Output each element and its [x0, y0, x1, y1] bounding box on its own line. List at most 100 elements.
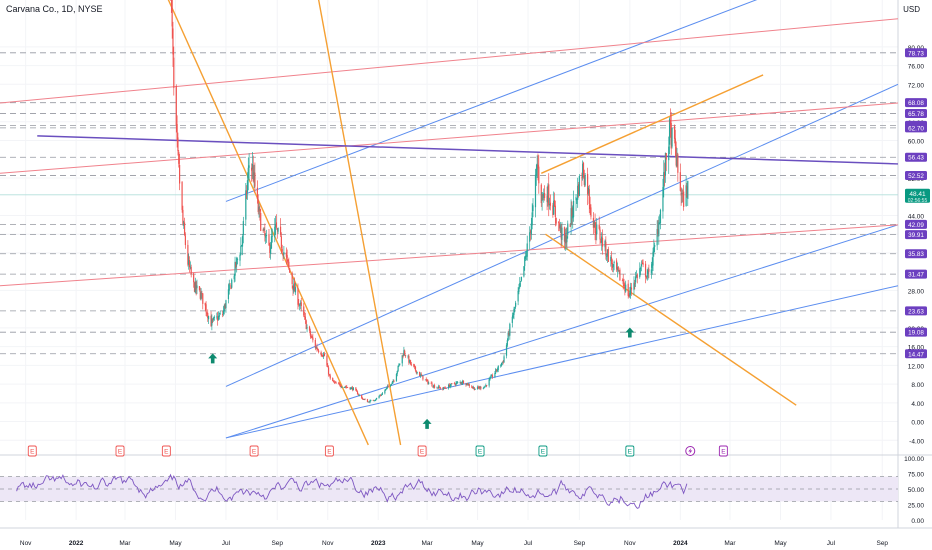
candle-body — [443, 387, 446, 389]
event-marker[interactable]: E — [27, 445, 37, 457]
candle-body — [592, 217, 595, 228]
event-marker[interactable]: E — [538, 445, 548, 457]
rsi-tick-label: 50.00 — [908, 487, 925, 494]
earnings-label: E — [252, 449, 257, 456]
candle-body — [327, 367, 330, 375]
time-axis[interactable]: Nov 2022 Mar May Jul Sep Nov 2023 Mar May Jul Sep No… — [20, 540, 889, 547]
level-badge — [905, 98, 927, 108]
candle-body — [634, 283, 636, 284]
candle-body — [241, 236, 244, 247]
candle-body — [653, 246, 655, 253]
event-marker[interactable]: E — [161, 445, 171, 457]
candle-body — [279, 226, 282, 235]
candle-body — [309, 330, 311, 336]
event-marker[interactable]: E — [718, 445, 728, 457]
candle-body — [291, 272, 293, 285]
candle-body — [459, 382, 461, 383]
candle-body — [503, 356, 505, 363]
event-marker[interactable]: E — [417, 445, 427, 457]
candle-body — [590, 207, 592, 217]
candle-body — [347, 387, 349, 388]
trend-line — [540, 74, 764, 174]
candle-body — [659, 223, 661, 225]
candle-body — [482, 387, 484, 389]
candle-body — [472, 387, 475, 389]
rsi-tick-label: 0.00 — [911, 518, 924, 525]
candle-body — [543, 193, 546, 198]
price-axis[interactable]: 80.0076.0072.0064.0060.0052.0044.0040.00… — [905, 45, 930, 445]
level-badge-label: 52.52 — [908, 173, 924, 180]
candle-body — [182, 209, 184, 224]
candle-body — [390, 384, 392, 387]
candle-body — [361, 397, 364, 400]
price-tick-label: 72.00 — [908, 82, 925, 89]
candle-body — [509, 323, 511, 336]
candle-body — [613, 261, 615, 263]
level-badge — [905, 269, 927, 279]
candle-body — [515, 302, 517, 307]
candle-body — [582, 163, 584, 178]
candle-body — [253, 172, 255, 180]
candle-body — [386, 386, 388, 389]
candle-body — [424, 379, 427, 381]
candle-body — [233, 275, 235, 280]
event-marker[interactable]: E — [249, 445, 259, 457]
earnings-label: E — [164, 449, 169, 456]
candle-body — [674, 138, 676, 147]
time-tick-label: Jul — [827, 540, 836, 547]
candle-body — [299, 304, 301, 306]
candle-body — [251, 167, 253, 171]
candle-body — [589, 204, 591, 210]
event-marker[interactable]: E — [115, 445, 125, 457]
candle-body — [413, 363, 415, 367]
trend-line — [0, 224, 899, 287]
candle-body — [625, 284, 627, 292]
candle-body — [680, 192, 682, 196]
candle-body — [535, 168, 537, 176]
earnings-icon — [538, 445, 548, 457]
candle-body — [648, 268, 650, 272]
time-tick-label: Jul — [222, 540, 231, 547]
candle-body — [287, 259, 289, 262]
candle-body — [263, 228, 265, 231]
event-marker[interactable]: E — [475, 445, 485, 457]
candle-body — [227, 289, 230, 300]
candle-body — [542, 194, 544, 196]
candle-body — [554, 205, 556, 218]
candle-body — [235, 262, 237, 267]
event-marker[interactable]: E — [324, 445, 334, 457]
level-badge-label: 19.08 — [908, 330, 924, 337]
candle-body — [387, 385, 389, 387]
trend-lines[interactable] — [0, 0, 899, 446]
candle-body — [575, 197, 577, 201]
candle-body — [497, 365, 499, 370]
grid — [0, 0, 932, 529]
earnings-label: E — [628, 449, 633, 456]
time-tick-label: Nov — [20, 540, 32, 547]
candle-body — [543, 192, 545, 198]
event-marker[interactable]: E — [625, 445, 635, 457]
candle-body — [285, 252, 287, 257]
candle-body — [615, 260, 618, 270]
candle-body — [645, 276, 647, 278]
candle-body — [547, 185, 549, 203]
candle-body — [200, 292, 202, 299]
candle-body — [546, 195, 548, 203]
candle-body — [619, 269, 621, 281]
symbol-title[interactable]: Carvana Co., 1D, NYSE — [6, 4, 103, 14]
candle-body — [288, 261, 290, 268]
candle-body — [616, 267, 619, 271]
candle-body — [401, 355, 403, 364]
candle-body — [271, 235, 273, 237]
candle-body — [190, 267, 192, 275]
event-marker[interactable] — [685, 446, 696, 456]
candle-body — [486, 385, 488, 386]
candle-body — [396, 371, 398, 374]
candle-body — [673, 125, 676, 139]
candle-body — [576, 198, 578, 200]
candle-body — [311, 336, 313, 338]
candle-body — [390, 383, 393, 385]
candle-body — [258, 206, 260, 211]
